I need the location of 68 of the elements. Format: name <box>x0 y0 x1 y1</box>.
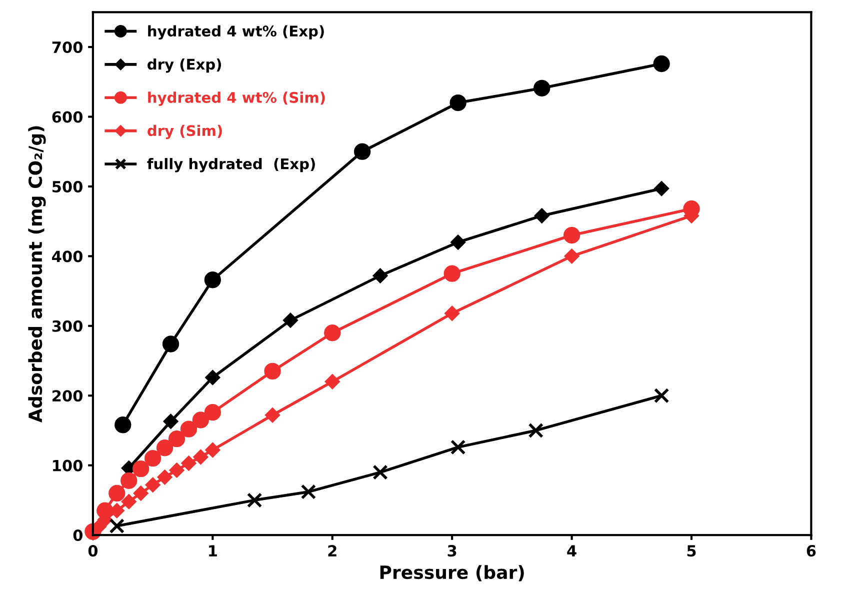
point <box>163 414 178 429</box>
x-tick-label: 2 <box>328 545 336 556</box>
y-tick-label: 300 <box>52 320 82 332</box>
point <box>444 265 460 282</box>
point <box>114 416 132 434</box>
point <box>169 462 184 478</box>
point <box>450 94 466 112</box>
point <box>181 456 196 471</box>
legend-label: hydrated 4 wt% (Sim) <box>148 92 325 106</box>
point <box>450 234 466 250</box>
point <box>109 518 125 534</box>
point <box>372 268 388 283</box>
x-axis-title: Pressure (bar) <box>380 565 524 582</box>
point <box>246 492 262 508</box>
point <box>204 272 221 288</box>
point <box>108 484 126 502</box>
point <box>372 464 388 480</box>
x-tick-label: 4 <box>567 545 576 556</box>
y-tick-label: 200 <box>52 390 82 402</box>
point <box>354 143 371 160</box>
legend-label: hydrated 4 wt% (Exp) <box>148 25 324 40</box>
x-tick-label: 1 <box>209 545 217 556</box>
point <box>563 226 580 244</box>
point <box>444 306 460 321</box>
legend-label: dry (Exp) <box>148 58 222 73</box>
point <box>192 412 210 428</box>
point <box>120 472 138 489</box>
point <box>654 388 670 404</box>
point <box>528 422 544 438</box>
point <box>325 374 340 389</box>
point <box>204 404 221 421</box>
point <box>144 450 162 467</box>
point <box>134 486 148 500</box>
x-tick-label: 0 <box>88 545 98 557</box>
y-tick-label: 700 <box>52 41 82 54</box>
point <box>534 80 550 96</box>
point <box>324 324 341 342</box>
point <box>564 248 580 264</box>
y-tick-label: 0 <box>73 530 82 542</box>
point <box>205 370 220 385</box>
point <box>146 478 160 492</box>
y-tick-label: 600 <box>52 111 82 123</box>
y-tick-label: 100 <box>53 460 82 472</box>
y-axis-title: Adsorbed amount (mg CO₂/g) <box>28 126 46 422</box>
point <box>264 362 281 380</box>
point <box>156 440 174 456</box>
x-tick-label: 6 <box>806 545 816 557</box>
x-tick-label: 3 <box>448 545 456 557</box>
point <box>162 336 180 352</box>
point <box>450 440 466 455</box>
legend-label: fully hydrated (Exp) <box>147 158 315 172</box>
point <box>300 484 316 500</box>
y-tick-label: 400 <box>52 250 82 262</box>
point <box>157 470 172 484</box>
point <box>283 313 298 328</box>
point <box>168 430 186 448</box>
point <box>265 408 280 422</box>
point <box>654 181 669 196</box>
x-tick-label: 5 <box>687 545 696 557</box>
point <box>180 420 198 438</box>
point <box>653 55 670 72</box>
legend-label: dry (Sim) <box>148 124 222 140</box>
point <box>205 442 220 458</box>
point <box>534 208 550 224</box>
point <box>193 450 208 464</box>
point <box>132 460 150 478</box>
y-tick-label: 500 <box>52 180 82 192</box>
point <box>122 494 136 509</box>
